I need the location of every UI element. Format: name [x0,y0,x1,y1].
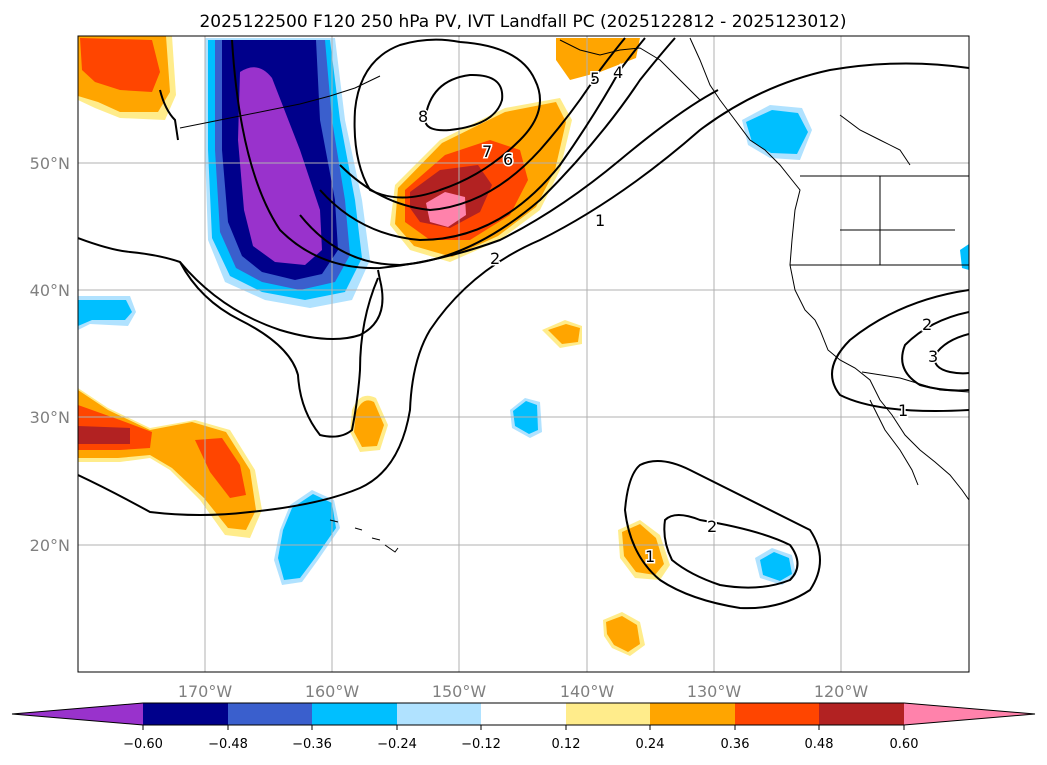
map-frame [77,35,970,673]
colorbar: −0.60 −0.48 −0.36 −0.24 −0.12 0.12 0.24 … [11,702,1036,752]
colorbar-segment-5 [566,703,650,725]
pv-neg-blob-west40-inner [78,300,132,326]
lon-label-170w: 170°W [178,682,233,701]
lon-label-160w: 160°W [305,682,360,701]
pv-neg-blob-rockies [960,244,969,270]
contour-3-east [933,333,969,375]
aleutians [179,75,381,129]
colorbar-segment-3 [397,703,481,725]
lat-label-30n: 30°N [30,408,70,427]
contour-5 [319,37,646,242]
colorbar-segment-4 [481,703,566,725]
contour-4 [299,37,676,267]
coastlines [179,37,969,553]
contour-label-2-east: 2 [922,315,932,334]
pv-pos-blob-138w-inner [606,616,640,652]
pv-neg-blob-125w-inner [760,552,792,581]
contour-1-loop [179,261,379,438]
contour-label-1-south: 1 [645,547,655,566]
pv-pos-blob-142w-inner [548,324,580,344]
lon-label-120w: 120°W [814,682,869,701]
lon-label-150w: 150°W [432,682,487,701]
colorbar-label-7: 0.36 [721,737,750,752]
contour-label-2-south: 2 [707,517,717,536]
alaska-coast [559,39,701,101]
contour-label-1-east: 1 [898,401,908,420]
gridlines [78,36,969,672]
lat-label-40n: 40°N [30,281,70,300]
pv-pos-blob-134w-inner [622,524,664,575]
colorbar-segment-6 [650,703,735,725]
contour-6 [339,37,626,212]
contour-8 [423,73,504,132]
colorbar-segment-8 [819,703,904,725]
north-america-coast [689,37,969,501]
pv-pos-west30-048 [78,426,130,444]
contour-labels: 8 7 6 5 4 2 1 2 1 2 3 1 [417,62,940,568]
colorbar-label-8: 0.48 [805,737,834,752]
colorbar-extend-max [904,703,1035,725]
contour-label-4: 4 [613,63,623,82]
colorbar-segment-0 [143,703,228,725]
colorbar-segment-1 [228,703,312,725]
colorbar-label-1: −0.48 [208,737,248,752]
colorbar-label-0: −0.60 [123,737,163,752]
figure-title: 2025122500 F120 250 hPa PV, IVT Landfall… [199,12,846,32]
contour-7 [353,38,541,199]
lat-label-50n: 50°N [30,154,70,173]
colorbar-label-6: 0.24 [636,737,665,752]
colorbar-segment-2 [312,703,397,725]
lat-axis-labels: 20°N 30°N 40°N 50°N [30,154,70,555]
contour-2 [231,39,719,270]
colorbar-label-5: 0.12 [552,737,581,752]
colorbar-label-2: −0.36 [292,737,332,752]
contour-1-main [78,62,969,516]
hawaii [329,519,399,553]
colorbar-ticks [142,725,905,730]
lon-axis-labels: 170°W 160°W 150°W 140°W 130°W 120°W [178,682,869,701]
contour-label-7: 7 [482,142,492,161]
colorbar-label-9: 0.60 [890,737,919,752]
lon-label-130w: 130°W [687,682,742,701]
pv-pos-blob-157w-inner [354,400,384,447]
contour-2-east [901,311,969,392]
lat-label-20n: 20°N [30,536,70,555]
contour-label-1-north: 1 [595,211,605,230]
contour-label-8: 8 [418,107,428,126]
contour-2-topleft [159,89,179,141]
contour-1-south [623,460,821,610]
canada-interior [839,114,911,166]
contour-label-3-east: 3 [928,347,938,366]
ivt-contours [78,37,969,610]
colorbar-label-4: −0.12 [461,737,501,752]
contour-label-5: 5 [590,69,600,88]
colorbar-extend-min [12,703,143,725]
colorbar-segment-7 [735,703,819,725]
contour-2-south [663,514,799,589]
pv-neg-blob-canada-inner [746,110,808,154]
contour-1-east [831,289,969,412]
contour-label-6: 6 [503,150,513,169]
pv-pos-west30-036b [195,438,246,498]
contour-label-2-north: 2 [490,249,500,268]
pv-pos-topleft-048 [80,38,160,92]
pv-neg-blob-162w-inner [278,494,336,580]
lon-label-140w: 140°W [560,682,615,701]
baja-coast [869,399,919,486]
colorbar-label-3: −0.24 [377,737,417,752]
pv-pos-central-060 [426,192,466,227]
pv-fill-layer [78,36,969,656]
